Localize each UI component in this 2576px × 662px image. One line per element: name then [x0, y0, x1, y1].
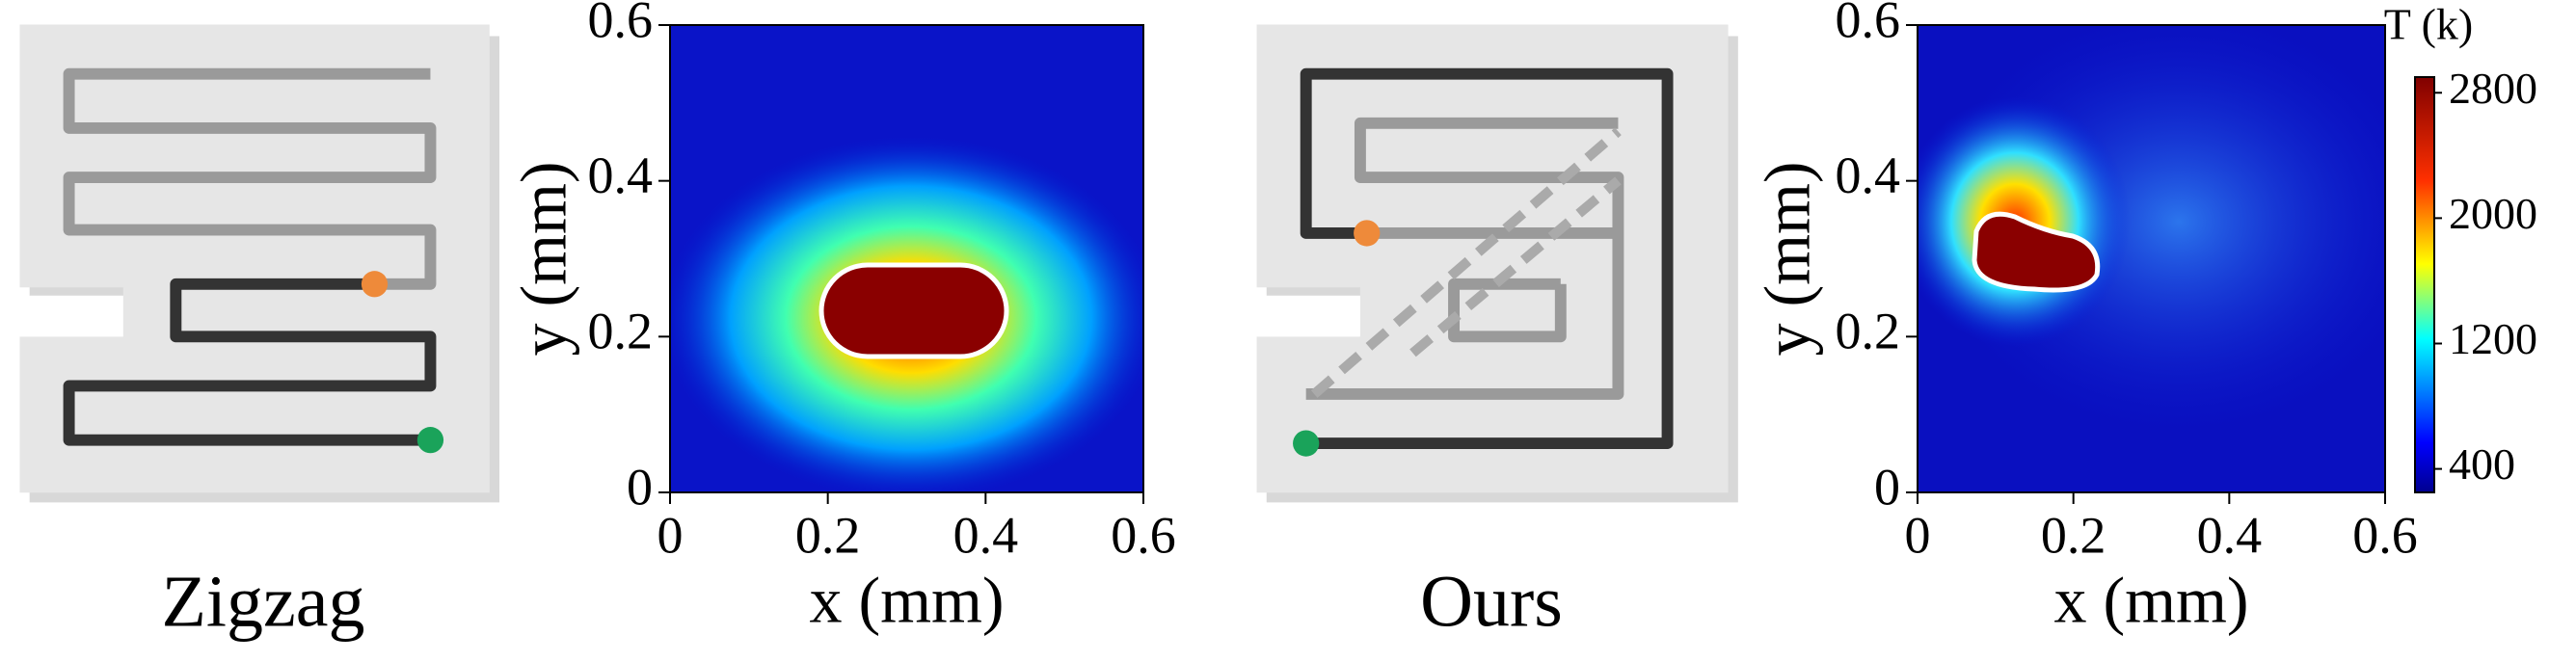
- x-tick-label: 0.2: [795, 506, 861, 564]
- y-tick-label: 0.4: [588, 146, 654, 204]
- y-tick-label: 0.6: [588, 0, 654, 48]
- plot-frame: [669, 24, 1144, 493]
- x-tick-label: 0.6: [1111, 506, 1176, 564]
- y-tick-label: 0.2: [588, 303, 654, 360]
- y-tick-label: 0.4: [1836, 146, 1901, 204]
- y-tick-label: 0.2: [1836, 303, 1901, 360]
- colorbar-tick-label: 2800: [2449, 64, 2537, 113]
- colorbar-label: T (k): [2384, 0, 2473, 49]
- x-tick-label: 0: [657, 506, 684, 564]
- y-axis-label: y (mm): [1751, 161, 1824, 356]
- x-axis-label: x (mm): [2053, 564, 2248, 637]
- x-axis-label: x (mm): [809, 564, 1004, 637]
- panel-label: Ours: [1420, 561, 1563, 642]
- toolpath-diagram: [1256, 24, 1738, 503]
- x-tick-label: 0.6: [2352, 506, 2418, 564]
- x-tick-label: 0.2: [2041, 506, 2106, 564]
- y-tick-label: 0: [1874, 458, 1900, 516]
- toolpath-diagram: [19, 24, 500, 503]
- heat-field: [670, 25, 1143, 492]
- colorbar-tick-label: 1200: [2449, 314, 2537, 363]
- x-tick-label: 0.4: [953, 506, 1019, 564]
- heat-field: [1918, 25, 2385, 492]
- colorbar: [2414, 76, 2435, 493]
- y-tick-label: 0: [627, 458, 653, 516]
- x-tick-label: 0: [1905, 506, 1931, 564]
- panel-label: Zigzag: [161, 561, 364, 642]
- plot-frame: [1917, 24, 2386, 493]
- y-axis-label: y (mm): [507, 161, 580, 356]
- y-tick-label: 0.6: [1836, 0, 1901, 48]
- colorbar-tick-label: 400: [2449, 439, 2515, 489]
- x-tick-label: 0.4: [2197, 506, 2263, 564]
- colorbar-tick-label: 2000: [2449, 189, 2537, 238]
